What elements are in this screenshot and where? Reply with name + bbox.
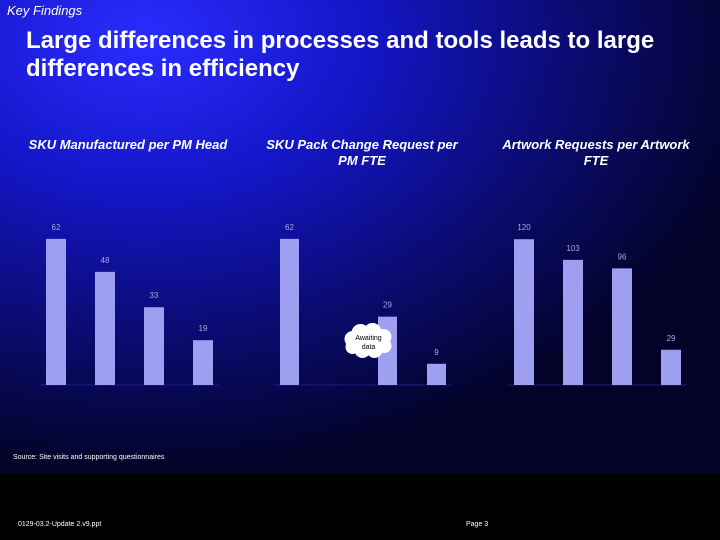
eyebrow-label: Key Findings [7,3,83,18]
chart-3-title: Artwork Requests per Artwork FTE [502,137,690,168]
chart-2-value-label-D: 9 [434,348,439,357]
chart-3-value-label-B: 103 [566,244,580,253]
source-note: Source: Site visits and supporting quest… [13,454,165,461]
slide-title: Large differences in processes and tools… [26,27,655,82]
chart-1-bar-C [144,307,164,385]
chart-3-bar-B [563,259,583,385]
chart-2-title: SKU Pack Change Request per PM FTE [266,137,458,168]
footer-page-number: Page 3 [466,521,489,528]
chart-1-bar-B [95,271,115,385]
chart-2-bar-D [427,363,446,385]
footer-filename: 0129-03.2-Update 2.v9.ppt [18,521,102,528]
chart-1-title: SKU Manufactured per PM Head [28,137,228,152]
chart-2-annotation-line-2: data [362,344,376,351]
chart-3-value-label-C: 96 [618,252,627,261]
chart-1-bar-A [46,238,66,385]
slide-background [0,0,720,474]
chart-1-value-label-B: 48 [101,256,110,265]
chart-1-value-label-C: 33 [150,291,159,300]
bar-charts: 62 48 33 19 62 29 9 Awaiting data 120 103 96 29 [40,223,687,386]
chart-2-annotation-cloud [344,323,392,358]
chart-3-value-label-A: 120 [517,223,531,232]
chart-3-bar-A [514,239,534,385]
chart-1-value-label-A: 62 [52,223,61,232]
chart-2-annotation-line-1: Awaiting [355,335,381,342]
chart-2-bar-A [280,238,299,385]
chart-1-bar-D [193,340,213,385]
chart-3-bar-C [612,268,632,385]
chart-3-value-label-D: 29 [667,334,676,343]
chart-3-bar-D [661,349,681,385]
chart-1-value-label-D: 19 [199,324,208,333]
chart-2-value-label-A: 62 [285,223,294,232]
footer-bar [0,474,720,540]
chart-2-value-label-C: 29 [383,301,392,310]
